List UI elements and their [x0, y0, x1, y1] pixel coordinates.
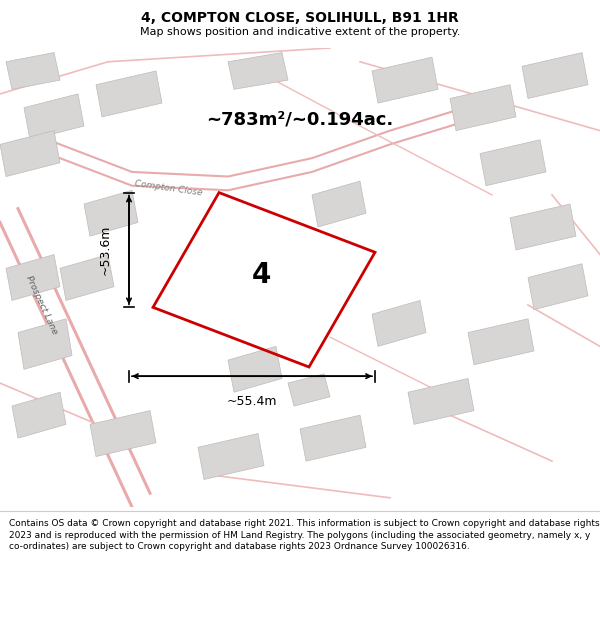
Polygon shape: [372, 57, 438, 103]
Text: Map shows position and indicative extent of the property.: Map shows position and indicative extent…: [140, 28, 460, 38]
Polygon shape: [228, 52, 288, 89]
Polygon shape: [84, 190, 138, 236]
Polygon shape: [372, 301, 426, 346]
Text: Contains OS data © Crown copyright and database right 2021. This information is : Contains OS data © Crown copyright and d…: [9, 519, 599, 551]
Polygon shape: [12, 392, 66, 438]
Text: ~53.6m: ~53.6m: [98, 225, 112, 275]
Polygon shape: [480, 140, 546, 186]
Text: 4: 4: [251, 261, 271, 289]
Text: ~55.4m: ~55.4m: [227, 395, 277, 408]
Polygon shape: [288, 374, 330, 406]
Polygon shape: [24, 94, 84, 140]
Polygon shape: [60, 254, 114, 301]
Polygon shape: [96, 71, 162, 117]
Polygon shape: [90, 411, 156, 456]
Polygon shape: [6, 52, 60, 89]
Polygon shape: [228, 346, 282, 392]
Text: Compton Close: Compton Close: [134, 179, 202, 198]
Polygon shape: [0, 131, 60, 176]
Polygon shape: [510, 204, 576, 250]
Polygon shape: [300, 415, 366, 461]
Polygon shape: [198, 434, 264, 479]
Polygon shape: [18, 319, 72, 369]
Polygon shape: [6, 254, 60, 301]
Polygon shape: [408, 379, 474, 424]
Polygon shape: [522, 52, 588, 99]
Text: 4, COMPTON CLOSE, SOLIHULL, B91 1HR: 4, COMPTON CLOSE, SOLIHULL, B91 1HR: [141, 11, 459, 24]
Text: ~783m²/~0.194ac.: ~783m²/~0.194ac.: [206, 110, 394, 128]
Polygon shape: [312, 181, 366, 227]
Text: Prospect Lane: Prospect Lane: [25, 274, 59, 336]
Polygon shape: [468, 319, 534, 365]
Polygon shape: [528, 264, 588, 309]
Polygon shape: [450, 85, 516, 131]
